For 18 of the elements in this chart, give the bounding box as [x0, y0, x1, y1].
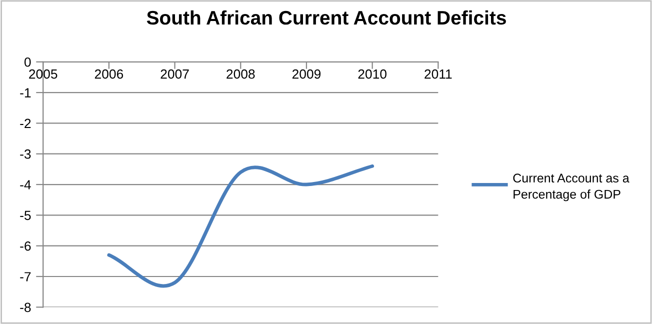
x-tick-label: 2011	[424, 69, 452, 79]
y-tick-label: -3	[20, 149, 31, 159]
y-tick-label: -6	[20, 241, 31, 251]
x-tick-label: 2006	[94, 69, 124, 79]
legend-label: Current Account as a Percentage of GDP	[513, 174, 630, 202]
x-tick-label: 2007	[160, 69, 189, 79]
y-tick-label: -7	[20, 272, 31, 282]
y-tick-label: -2	[20, 118, 31, 128]
chart-title: South African Current Account Deficits	[146, 10, 506, 25]
x-tick-label: 2010	[358, 69, 386, 79]
x-tick-label: 2008	[226, 69, 255, 79]
y-tick-label: -4	[20, 180, 31, 190]
y-tick-label: -5	[20, 210, 31, 220]
y-tick-label: -1	[20, 88, 31, 98]
x-tick-label: 2005	[29, 69, 58, 79]
y-tick-label: -8	[20, 302, 31, 312]
x-tick-label: 2009	[292, 69, 321, 79]
y-tick-label: 0	[24, 57, 31, 67]
